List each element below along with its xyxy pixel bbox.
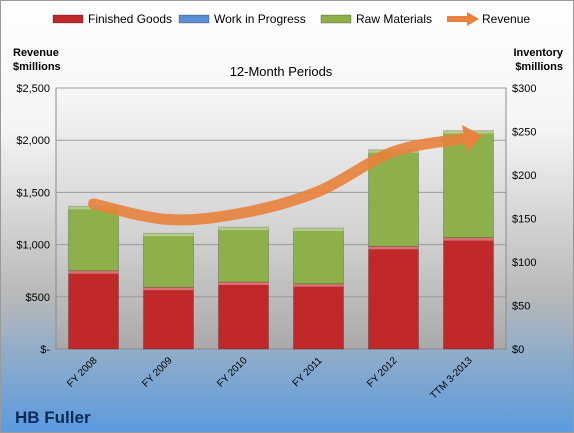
revenue-line-path <box>88 132 474 226</box>
revenue-arrowhead <box>462 125 483 153</box>
right-axis-title-line1: Inventory <box>513 47 563 59</box>
left-tick-label: $1,000 <box>16 240 50 252</box>
right-tick-label: $50 <box>512 301 530 313</box>
bar-highlight <box>218 282 269 286</box>
category-label: TTM 3-2013 <box>428 355 475 402</box>
bar-raw-materials <box>368 149 419 247</box>
bar-finished-goods <box>68 270 119 350</box>
gridlines <box>56 87 506 298</box>
category-label: FY 2011 <box>291 355 325 389</box>
left-tick-label: $- <box>40 344 50 356</box>
plot-area <box>55 87 507 350</box>
bar-finished-goods <box>218 281 269 350</box>
bar-raw-materials <box>68 205 119 272</box>
left-tick-label: $1,500 <box>16 187 50 199</box>
bar-highlight <box>143 287 194 291</box>
legend-label: Revenue <box>482 12 530 26</box>
legend-label: Work in Progress <box>214 12 306 26</box>
right-tick-label: $300 <box>512 83 536 95</box>
bar-raw-materials <box>143 232 194 288</box>
legend-swatch-raw-materials <box>320 14 352 24</box>
bar-highlight <box>368 246 419 250</box>
right-tick-label: $250 <box>512 127 536 139</box>
right-axis-ticks: $0 $50 $100 $150 $200 $250 $300 <box>512 83 536 356</box>
left-axis-title-line1: Revenue <box>13 47 59 59</box>
right-tick-label: $100 <box>512 257 536 269</box>
category-label: FY 2012 <box>365 355 400 390</box>
bar-highlight <box>68 270 119 274</box>
left-tick-label: $500 <box>26 292 50 304</box>
legend: Finished Goods Work in Progress Raw Materi… <box>52 12 530 26</box>
revenue-line <box>88 125 483 226</box>
bar-finished-goods <box>368 245 419 350</box>
company-name: HB Fuller <box>15 408 91 427</box>
bar-highlight <box>293 283 344 287</box>
bar-highlight <box>218 227 269 231</box>
category-label: FY 2010 <box>215 355 250 390</box>
right-tick-label: $150 <box>512 214 536 226</box>
bar-highlight <box>443 237 494 241</box>
left-axis-title-line2: $millions <box>13 61 61 73</box>
bar-raw-materials <box>218 226 269 283</box>
right-axis-title-line2: $millions <box>515 61 563 73</box>
bars <box>68 130 494 350</box>
left-tick-label: $2,500 <box>16 83 50 95</box>
left-axis-ticks: $- $500 $1,000 $1,500 $2,000 $2,500 <box>16 83 50 356</box>
legend-swatch-work-in-progress <box>178 14 210 24</box>
right-tick-label: $0 <box>512 344 524 356</box>
legend-arrowhead-revenue <box>467 12 479 26</box>
legend-label: Raw Materials <box>356 12 432 26</box>
bar-highlight <box>143 233 194 237</box>
bar-raw-materials <box>293 227 344 285</box>
category-label: FY 2009 <box>140 355 175 390</box>
bar-finished-goods <box>293 283 344 350</box>
legend-label: Finished Goods <box>88 12 172 26</box>
legend-swatch-finished-goods <box>52 14 84 24</box>
left-tick-label: $2,000 <box>16 135 50 147</box>
plot-title: 12-Month Periods <box>230 64 333 79</box>
category-labels: FY 2008 FY 2009 FY 2010 FY 2011 FY 2012 TTM 3… <box>65 355 475 402</box>
category-label: FY 2008 <box>65 355 100 390</box>
bar-finished-goods <box>143 286 194 350</box>
bar-highlight <box>293 228 344 232</box>
bar-finished-goods <box>443 237 494 350</box>
right-tick-label: $200 <box>512 170 536 182</box>
